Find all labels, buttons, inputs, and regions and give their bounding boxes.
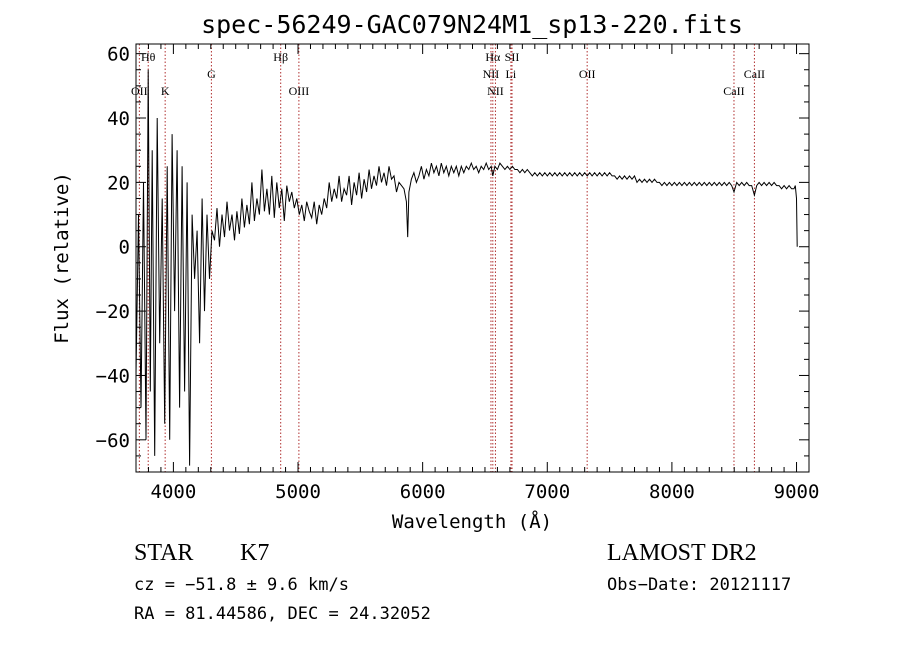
- x-tick-label: 9000: [774, 481, 820, 503]
- spectral-line-label: Hα: [485, 50, 501, 64]
- y-axis-ticks: 60 40 20 0 −20 −40 −60: [96, 44, 809, 457]
- y-tick-label: −40: [96, 365, 130, 387]
- object-subclass: K7: [240, 540, 269, 566]
- coordinates-text: RA = 81.44586, DEC = 24.32052: [134, 604, 431, 624]
- y-tick-label: 0: [119, 237, 130, 259]
- chart-title: spec-56249-GAC079N24M1_sp13-220.fits: [201, 10, 743, 39]
- y-tick-label: 40: [107, 108, 130, 130]
- x-tick-label: 6000: [400, 481, 446, 503]
- spectral-line-label: Hβ: [273, 50, 288, 64]
- x-tick-label: 5000: [275, 481, 321, 503]
- spectral-line-label: OII: [579, 67, 596, 81]
- spectral-line-label: CaII: [744, 67, 765, 81]
- redshift-text: cz = −51.8 ± 9.6 km/s: [134, 575, 349, 595]
- spectral-line-label: NII: [487, 84, 504, 98]
- y-tick-label: 20: [107, 172, 130, 194]
- x-tick-label: 7000: [524, 481, 570, 503]
- spectral-line-label: G: [207, 67, 216, 81]
- spectral-line-label: Li: [506, 67, 517, 81]
- object-class: STAR: [134, 540, 193, 566]
- survey-name: LAMOST DR2: [607, 540, 757, 566]
- spectral-line-label: OIII: [289, 84, 310, 98]
- y-tick-label: 60: [107, 44, 130, 66]
- spectral-line-label: K: [161, 84, 170, 98]
- spectral-line-label: NII: [483, 67, 500, 81]
- x-tick-label: 4000: [151, 481, 197, 503]
- x-tick-label: 8000: [649, 481, 695, 503]
- spectral-line-label: SII: [505, 50, 520, 64]
- spectral-line-label: OII: [131, 84, 148, 98]
- plot-frame: [135, 43, 810, 473]
- y-tick-label: −20: [96, 301, 130, 323]
- spectral-line-label: CaII: [723, 84, 744, 98]
- y-axis-label: Flux (relative): [51, 172, 73, 344]
- obs-date: Obs−Date: 20121117: [607, 575, 791, 595]
- spectrum-line: [135, 69, 798, 466]
- x-axis-label: Wavelength (Å): [392, 510, 552, 533]
- x-axis-ticks: 4000 5000 6000 7000 8000 9000: [147, 44, 820, 503]
- spectral-line-label: Hθ: [141, 50, 156, 64]
- spectrum-series: [135, 69, 798, 466]
- y-tick-label: −60: [96, 430, 130, 452]
